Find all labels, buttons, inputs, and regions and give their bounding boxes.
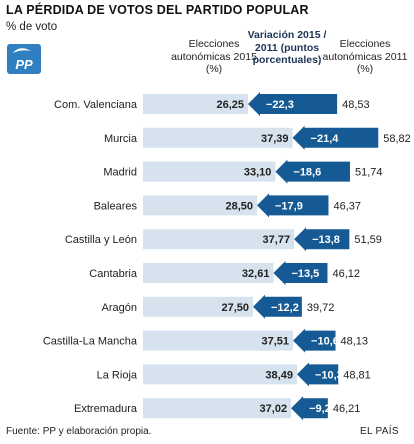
bar-2015 <box>143 398 292 419</box>
variation-arrow <box>273 261 328 285</box>
brand-label: EL PAÍS <box>360 426 399 437</box>
value-label-2011: 58,82 <box>383 133 411 145</box>
category-label: Aragón <box>102 302 137 314</box>
pp-logo-icon: PP <box>7 44 41 74</box>
pp-logo-text: PP <box>15 57 33 72</box>
column-header-variation: Variación 2015 / 2011 (puntos porcentual… <box>247 29 327 66</box>
bar-2015 <box>143 364 297 385</box>
value-label-variation: −12,2 <box>271 302 299 314</box>
bar-2015 <box>143 229 295 250</box>
bar-2015 <box>143 330 294 351</box>
value-label-2011: 46,37 <box>333 200 361 212</box>
value-label-variation: −13,5 <box>291 268 319 280</box>
value-label-2011: 48,13 <box>341 336 369 348</box>
category-label: Baleares <box>94 200 138 212</box>
source-note: Fuente: PP y elaboración propia. <box>6 426 152 437</box>
value-label-variation: −17,9 <box>275 200 303 212</box>
category-label: Murcia <box>104 133 138 145</box>
category-label: Castilla y León <box>65 234 137 246</box>
bar-2015 <box>143 94 248 114</box>
category-label: Castilla-La Mancha <box>43 336 138 348</box>
value-label-2011: 51,59 <box>354 234 382 246</box>
value-label-variation: −9,2 <box>309 403 331 415</box>
bar-2015 <box>143 161 276 182</box>
value-label-2015: 37,77 <box>263 234 291 246</box>
category-label: Extremadura <box>74 403 138 415</box>
column-header-2015: Elecciones autonómicas 2015 (%) <box>171 38 257 75</box>
chart-subtitle: % de voto <box>6 21 58 33</box>
variation-arrow <box>291 396 328 421</box>
variation-arrow <box>293 328 336 353</box>
bar-2015 <box>143 195 257 216</box>
variation-arrow <box>294 227 350 252</box>
column-header-2011: Elecciones autonómicas 2011 (%) <box>322 38 408 75</box>
value-label-2015: 37,51 <box>262 336 290 348</box>
value-label-2015: 37,39 <box>261 133 289 145</box>
bar-2015 <box>143 263 274 283</box>
value-label-2011: 46,21 <box>333 403 361 415</box>
value-label-2015: 28,50 <box>225 200 253 212</box>
value-label-2011: 46,12 <box>332 268 360 280</box>
value-label-2015: 33,10 <box>244 167 272 179</box>
category-label: La Rioja <box>97 369 138 381</box>
chart-title: LA PÉRDIDA DE VOTOS DEL PARTIDO POPULAR <box>6 3 309 17</box>
value-label-2011: 48,53 <box>342 99 370 111</box>
value-label-variation: −18,6 <box>293 167 321 179</box>
value-label-variation: −10,3 <box>315 369 343 381</box>
category-label: Cantabria <box>89 268 138 280</box>
value-label-2011: 48,81 <box>343 369 371 381</box>
value-label-2011: 51,74 <box>355 167 383 179</box>
value-label-2015: 38,49 <box>265 369 293 381</box>
variation-arrow <box>292 125 379 150</box>
category-label: Com. Valenciana <box>54 99 138 111</box>
value-label-variation: −10,6 <box>311 336 339 348</box>
bar-2015 <box>143 296 253 317</box>
value-label-variation: −22,3 <box>266 99 294 111</box>
variation-arrow <box>275 159 350 184</box>
variation-arrow <box>257 193 329 218</box>
category-label: Madrid <box>103 167 137 179</box>
value-label-2015: 32,61 <box>242 268 270 280</box>
value-label-2011: 39,72 <box>307 302 335 314</box>
variation-arrow <box>253 294 302 319</box>
value-label-2015: 26,25 <box>216 99 244 111</box>
value-label-2015: 27,50 <box>221 302 249 314</box>
bar-2015 <box>143 127 293 148</box>
value-label-variation: −13,8 <box>312 234 340 246</box>
variation-arrow <box>248 92 338 116</box>
variation-arrow <box>296 362 339 387</box>
value-label-2015: 37,02 <box>260 403 288 415</box>
value-label-variation: −21,4 <box>311 133 340 145</box>
